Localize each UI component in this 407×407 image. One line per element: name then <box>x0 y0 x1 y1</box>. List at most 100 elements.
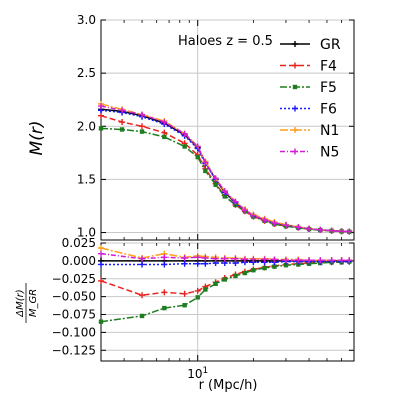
legend-marker-F4 <box>292 62 298 69</box>
bottom-point-N5-4 <box>194 254 201 261</box>
bottom-point-F5-10 <box>251 267 256 273</box>
bottom-point-F6-4 <box>194 260 201 267</box>
top-point-F4-0 <box>98 112 104 119</box>
bottom-point-F5-12 <box>272 264 277 269</box>
bottom-point-N5-7 <box>221 255 228 262</box>
top-point-N5-6 <box>202 159 209 166</box>
legend-label-GR: GR <box>320 37 341 53</box>
top-point-F5-6 <box>203 168 208 174</box>
bottom-point-F6-2 <box>161 261 168 268</box>
top-point-N5-12 <box>261 216 268 223</box>
bottom-point-N5-3 <box>181 255 188 262</box>
bottom-point-N5-12 <box>271 256 278 263</box>
bottom-point-F5-11 <box>262 265 267 271</box>
top-point-N5-8 <box>221 188 228 195</box>
bottom-point-N5-5 <box>202 255 209 262</box>
bottom-point-F5-2 <box>162 305 167 311</box>
top-point-F5-1 <box>119 127 125 132</box>
top-point-F5-3 <box>162 134 167 140</box>
top-ytick-label-3: 2.5 <box>77 66 96 80</box>
top-point-F5-8 <box>222 194 227 199</box>
bottom-point-F4-0 <box>98 277 104 284</box>
top-point-N5-13 <box>271 219 278 226</box>
bottom-point-N1-0 <box>98 245 104 252</box>
top-point-N5-2 <box>139 111 146 118</box>
top-point-N5-20 <box>346 228 353 235</box>
bottom-point-N5-1 <box>139 255 146 262</box>
bottom-y-axis-label: ΔM(r) M_GR <box>15 283 39 323</box>
x-tick-label-10: 101 <box>187 366 208 381</box>
top-series-N5 <box>98 103 353 235</box>
bottom-ytick-label-2: −0.025 <box>52 272 96 286</box>
x-tick-label-base: 10 <box>187 367 202 381</box>
bottom-point-F5-8 <box>233 273 238 279</box>
top-point-F5-0 <box>98 126 104 131</box>
bottom-point-N5-19 <box>346 257 353 264</box>
bottom-point-N5-6 <box>212 255 219 262</box>
top-point-N5-0 <box>98 103 104 110</box>
bottom-point-F5-13 <box>283 262 289 268</box>
bottom-point-F5-6 <box>213 281 218 286</box>
bottom-point-F6-3 <box>181 260 188 267</box>
bottom-point-F4-4 <box>194 287 201 294</box>
bottom-point-N5-18 <box>338 257 345 264</box>
top-panel: 1.0 1.5 2.0 2.5 3.0 GR F4 F5 F6 N1 N5 Haloes z = 0.… <box>77 13 355 241</box>
bottom-point-N5-17 <box>328 257 335 264</box>
legend-marker-N5 <box>292 148 298 155</box>
bottom-point-F4-3 <box>181 290 188 297</box>
bottom-point-F5-0 <box>98 319 104 324</box>
top-point-N5-16 <box>306 225 313 232</box>
legend-marker-F6 <box>292 105 298 112</box>
top-ytick-label-4: 3.0 <box>77 13 96 27</box>
bottom-point-N5-16 <box>317 257 324 264</box>
bottom-line-F5 <box>100 260 350 323</box>
legend-marker-GR <box>292 41 298 47</box>
top-point-N5-3 <box>161 119 168 126</box>
top-point-N5-4 <box>181 130 188 137</box>
bottom-panel: 0.025 0.000 −0.025 −0.050 −0.075 −0.100 −0.125… <box>15 236 355 381</box>
x-tick-label-exponent: 1 <box>202 366 208 376</box>
bottom-ytick-label-3: −0.050 <box>52 290 96 304</box>
bottom-ytick-label-1: 0.000 <box>62 254 96 268</box>
top-point-N5-19 <box>338 228 345 235</box>
top-point-N5-7 <box>212 175 219 182</box>
bottom-ytick-label-5: −0.100 <box>52 325 96 339</box>
top-point-N5-14 <box>282 222 289 229</box>
bottom-y-label-denominator: M_GR <box>28 289 39 317</box>
bottom-ytick-label-6: −0.125 <box>52 343 96 357</box>
top-point-N5-10 <box>241 207 248 214</box>
bottom-point-N5-8 <box>232 255 239 262</box>
top-ytick-label-0: 1.0 <box>77 226 96 240</box>
bottom-point-N5-14 <box>295 257 302 264</box>
x-axis-label: r (Mpc/h) <box>199 378 258 393</box>
top-point-N5-1 <box>119 107 126 114</box>
bottom-point-F5-1 <box>139 313 145 319</box>
top-ytick-label-1: 1.5 <box>77 172 96 186</box>
top-point-F4-1 <box>119 119 126 126</box>
bottom-point-N5-11 <box>261 256 268 263</box>
bottom-point-F5-4 <box>195 295 200 300</box>
legend-label-F6: F6 <box>320 102 337 118</box>
bottom-y-label-numerator: ΔM(r) <box>15 289 26 317</box>
legend-marker-F5 <box>292 84 298 90</box>
legend-label-N5: N5 <box>320 145 339 161</box>
top-point-F5-2 <box>139 129 145 134</box>
bottom-point-F5-3 <box>182 303 187 308</box>
top-point-N5-17 <box>317 226 324 233</box>
legend-marker-N1 <box>292 127 298 133</box>
bottom-point-N5-15 <box>306 257 313 264</box>
bottom-point-F5-5 <box>203 287 208 292</box>
bottom-point-N5-10 <box>250 256 257 263</box>
bottom-ytick-label-0: 0.025 <box>62 236 96 250</box>
top-point-N5-15 <box>295 224 302 231</box>
top-point-F4-3 <box>161 129 168 136</box>
top-point-N5-5 <box>194 143 201 150</box>
legend-label-F5: F5 <box>320 80 337 96</box>
annotation-haloes-z: Haloes z = 0.5 <box>178 34 273 49</box>
bottom-point-F6-1 <box>139 261 146 268</box>
legend-label-F4: F4 <box>320 59 337 75</box>
bottom-point-N5-2 <box>161 254 168 261</box>
bottom-point-F5-9 <box>242 270 248 276</box>
bottom-point-F5-7 <box>222 277 227 282</box>
